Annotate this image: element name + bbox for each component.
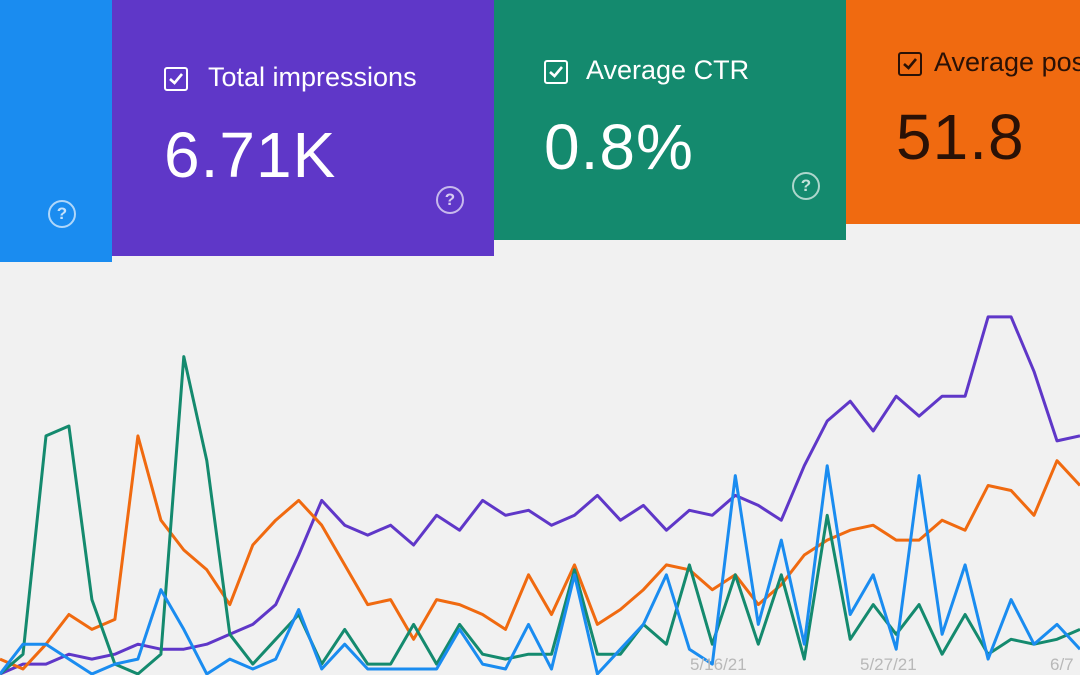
impressions-label: Total impressions: [208, 62, 417, 92]
metric-cards: ? Total impressions 6.71K ? Average CTR …: [0, 0, 1080, 262]
x-axis-ticks: 5/16/21 5/27/21 6/7: [690, 655, 1074, 674]
help-icon[interactable]: ?: [436, 186, 464, 214]
checkbox-checked-icon[interactable]: [164, 67, 188, 91]
ctr-value: 0.8%: [544, 111, 694, 183]
position-label: Average positi: [934, 47, 1080, 77]
help-icon[interactable]: ?: [792, 172, 820, 200]
series-line-clicks: [0, 464, 1080, 675]
checkbox-checked-icon[interactable]: [544, 60, 568, 84]
series-line-ctr: [0, 355, 1080, 675]
position-card[interactable]: Average positi 51.8: [846, 0, 1080, 224]
impressions-value: 6.71K: [164, 119, 337, 191]
position-value: 51.8: [896, 101, 1025, 173]
help-icon[interactable]: ?: [48, 200, 76, 228]
checkbox-checked-icon[interactable]: [898, 52, 922, 76]
performance-line-chart: 5/16/21 5/27/21 6/7: [0, 315, 1080, 675]
series-line-impressions: [0, 315, 1080, 675]
x-tick-label: 5/16/21: [690, 655, 747, 674]
x-tick-label: 6/7: [1050, 655, 1074, 674]
ctr-card[interactable]: Average CTR 0.8% ?: [494, 0, 846, 240]
series-line-position: [0, 434, 1080, 671]
ctr-label: Average CTR: [586, 55, 750, 85]
series-layer: [0, 315, 1080, 675]
clicks-card[interactable]: ?: [0, 0, 112, 262]
x-tick-label: 5/27/21: [860, 655, 917, 674]
impressions-card[interactable]: Total impressions 6.71K ?: [112, 0, 494, 256]
